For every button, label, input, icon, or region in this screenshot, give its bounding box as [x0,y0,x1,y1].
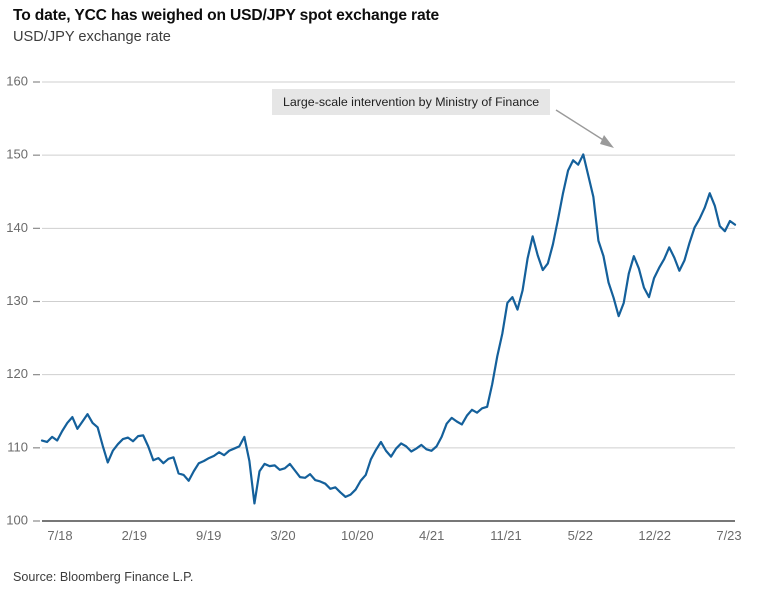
x-tick-label: 12/22 [638,528,671,543]
y-tick-label: 140 [6,220,28,235]
gridlines-group [42,81,735,449]
y-tick-label: 120 [6,366,28,381]
y-tick-label: 160 [6,73,28,88]
x-tick-label: 11/21 [490,528,522,543]
annotation-box [272,89,550,115]
y-axis-tick-labels: 100 110 120 130 140 150 160 [6,73,28,527]
x-tick-label: 9/19 [196,528,221,543]
x-tick-label: 10/20 [341,528,374,543]
y-tick-marks-group [33,81,40,522]
x-tick-label: 5/22 [568,528,593,543]
x-axis-tick-labels: 7/18 2/19 9/19 3/20 10/20 4/21 11/21 5/22 12/22 7… [47,528,741,543]
chart-subtitle: USD/JPY exchange rate [13,29,171,45]
y-tick-label: 100 [6,512,28,527]
annotation-label: Large-scale intervention by Ministry of … [283,95,539,109]
y-tick-label: 130 [6,293,28,308]
source-note: Source: Bloomberg Finance L.P. [13,570,194,584]
x-tick-label: 7/18 [47,528,72,543]
x-tick-label: 7/23 [716,528,741,543]
x-tick-label: 3/20 [270,528,295,543]
annotation-large-scale-intervention: Large-scale intervention by Ministry of … [272,89,614,148]
x-tick-label: 4/21 [419,528,444,543]
series-line-usdjpy [40,153,737,505]
page-title: To date, YCC has weighed on USD/JPY spot… [13,7,440,24]
x-tick-label: 2/19 [122,528,147,543]
annotation-arrow-line [555,109,609,144]
annotation-arrow-head [600,135,614,148]
y-tick-label: 150 [6,147,28,162]
y-tick-label: 110 [7,439,28,454]
